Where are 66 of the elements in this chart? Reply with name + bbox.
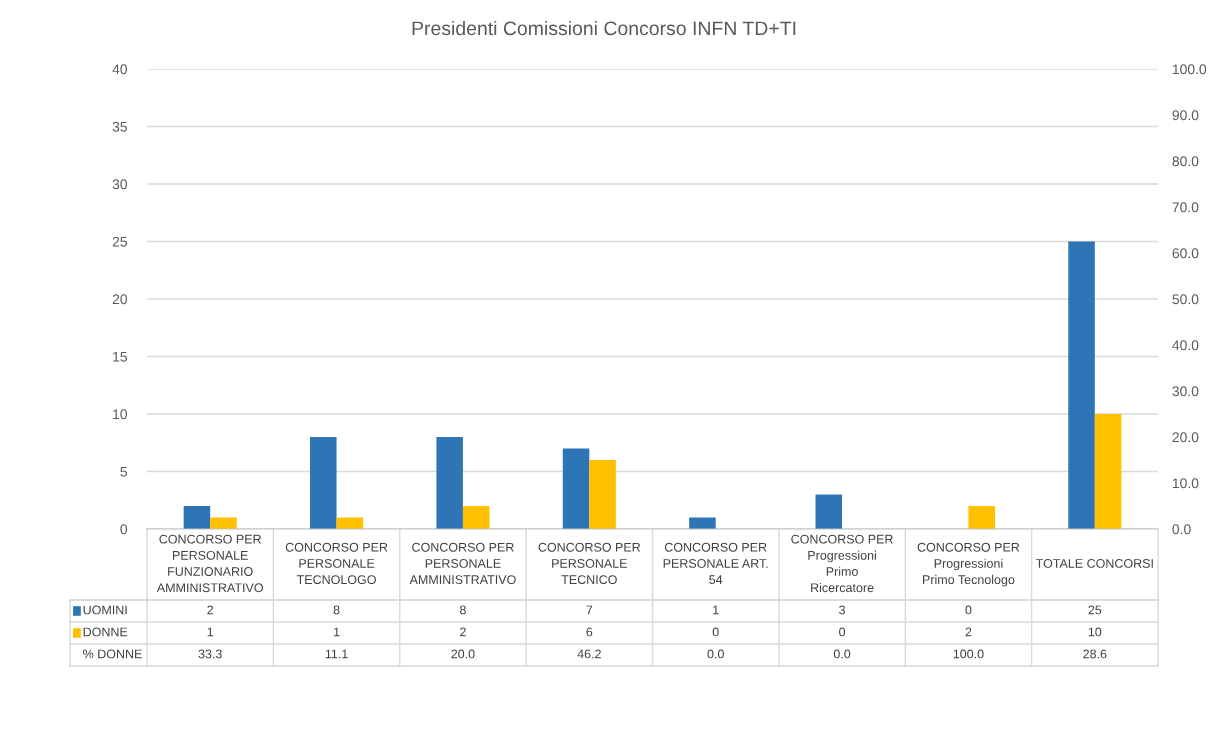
y-tick-label: 0 [120, 524, 128, 535]
y2-tick-label: 50.0 [1172, 294, 1199, 305]
data-label: 1 [334, 627, 340, 637]
y2-tick-label: 10.0 [1172, 478, 1199, 489]
y2-tick-label: 90.0 [1172, 110, 1199, 121]
x-tick-label: CONCORSO PER PERSONALE FUNZIONARIO AMMINISTRATIVO [156, 534, 263, 593]
data-label: 8 [460, 605, 466, 615]
bar [462, 506, 490, 529]
legend-label: DONNE [83, 627, 128, 637]
text: 100.0 [953, 649, 984, 659]
y-tick-label: 15 [113, 351, 127, 362]
data-label: 2 [207, 605, 214, 615]
data-label: 7 [586, 605, 593, 615]
y2-tick-label: 60.0 [1172, 248, 1199, 259]
bar [183, 506, 211, 529]
data-label: 2 [460, 627, 466, 637]
data-label: 0 [965, 605, 972, 615]
bar [1068, 241, 1095, 529]
data-label: 3 [839, 605, 845, 615]
y2-tick-label: 40.0 [1172, 340, 1199, 351]
bar [815, 494, 843, 529]
y-tick-label: 25 [112, 236, 127, 247]
y-tick-label: 20 [112, 294, 128, 305]
text: 33.3 [198, 649, 222, 659]
data-label: 0 [712, 627, 719, 637]
data-label: 6 [586, 627, 593, 637]
data-label: 10 [1088, 627, 1102, 637]
y2-tick-label: 80.0 [1172, 156, 1199, 167]
x-tick-label: CONCORSO PER PERSONALE TECNOLOGO [285, 542, 388, 585]
bar [968, 506, 995, 529]
data-label: 2 [965, 627, 972, 637]
text: 20.0 [451, 649, 475, 659]
text: 46.2 [577, 649, 601, 659]
y2-tick-label: 100.0 [1172, 64, 1207, 75]
bar [310, 437, 337, 529]
text: 28.6 [1083, 649, 1107, 659]
y-tick-label: 5 [120, 466, 127, 477]
x-tick-label: CONCORSO PER PERSONALE AMMINISTRATIVO [409, 542, 516, 585]
text: 0.0 [833, 649, 851, 659]
data-label: 0 [839, 627, 846, 637]
text: 0.0 [707, 649, 724, 659]
bar [1094, 414, 1122, 529]
y2-tick-label: 70.0 [1172, 202, 1199, 213]
data-label: 8 [333, 605, 340, 615]
y-tick-label: 35 [112, 121, 127, 132]
legend-label: UOMINI [83, 605, 127, 615]
x-tick-label: CONCORSO PER Progressioni Primo Tecnologo [917, 542, 1020, 587]
x-tick-label: TOTALE CONCORSI [1035, 559, 1153, 568]
bar [436, 437, 463, 529]
data-label: 1 [207, 627, 214, 637]
y2-tick-label: 30.0 [1172, 386, 1199, 397]
y-tick-label: 30 [112, 179, 128, 190]
bar [562, 448, 590, 529]
bar [589, 460, 616, 529]
y2-tick-label: 20.0 [1172, 432, 1199, 443]
x-tick-label: CONCORSO PER Progressioni Primo Ricercatore [791, 534, 893, 593]
y-tick-label: 40 [112, 64, 128, 75]
data-label: 25 [1088, 605, 1102, 615]
chart-title: Presidenti Comissioni Concorso INFN TD+TI [412, 20, 796, 36]
x-tick-label: CONCORSO PER PERSONALE TECNICO [538, 542, 641, 585]
text: 11.1 [325, 649, 348, 659]
y2-tick-label: 0.0 [1172, 524, 1191, 535]
x-tick-label: CONCORSO PER PERSONALE ART. 54 [663, 542, 768, 585]
y-tick-label: 10 [113, 409, 128, 420]
data-label: 1 [713, 605, 719, 615]
text: % DONNE [83, 649, 142, 659]
